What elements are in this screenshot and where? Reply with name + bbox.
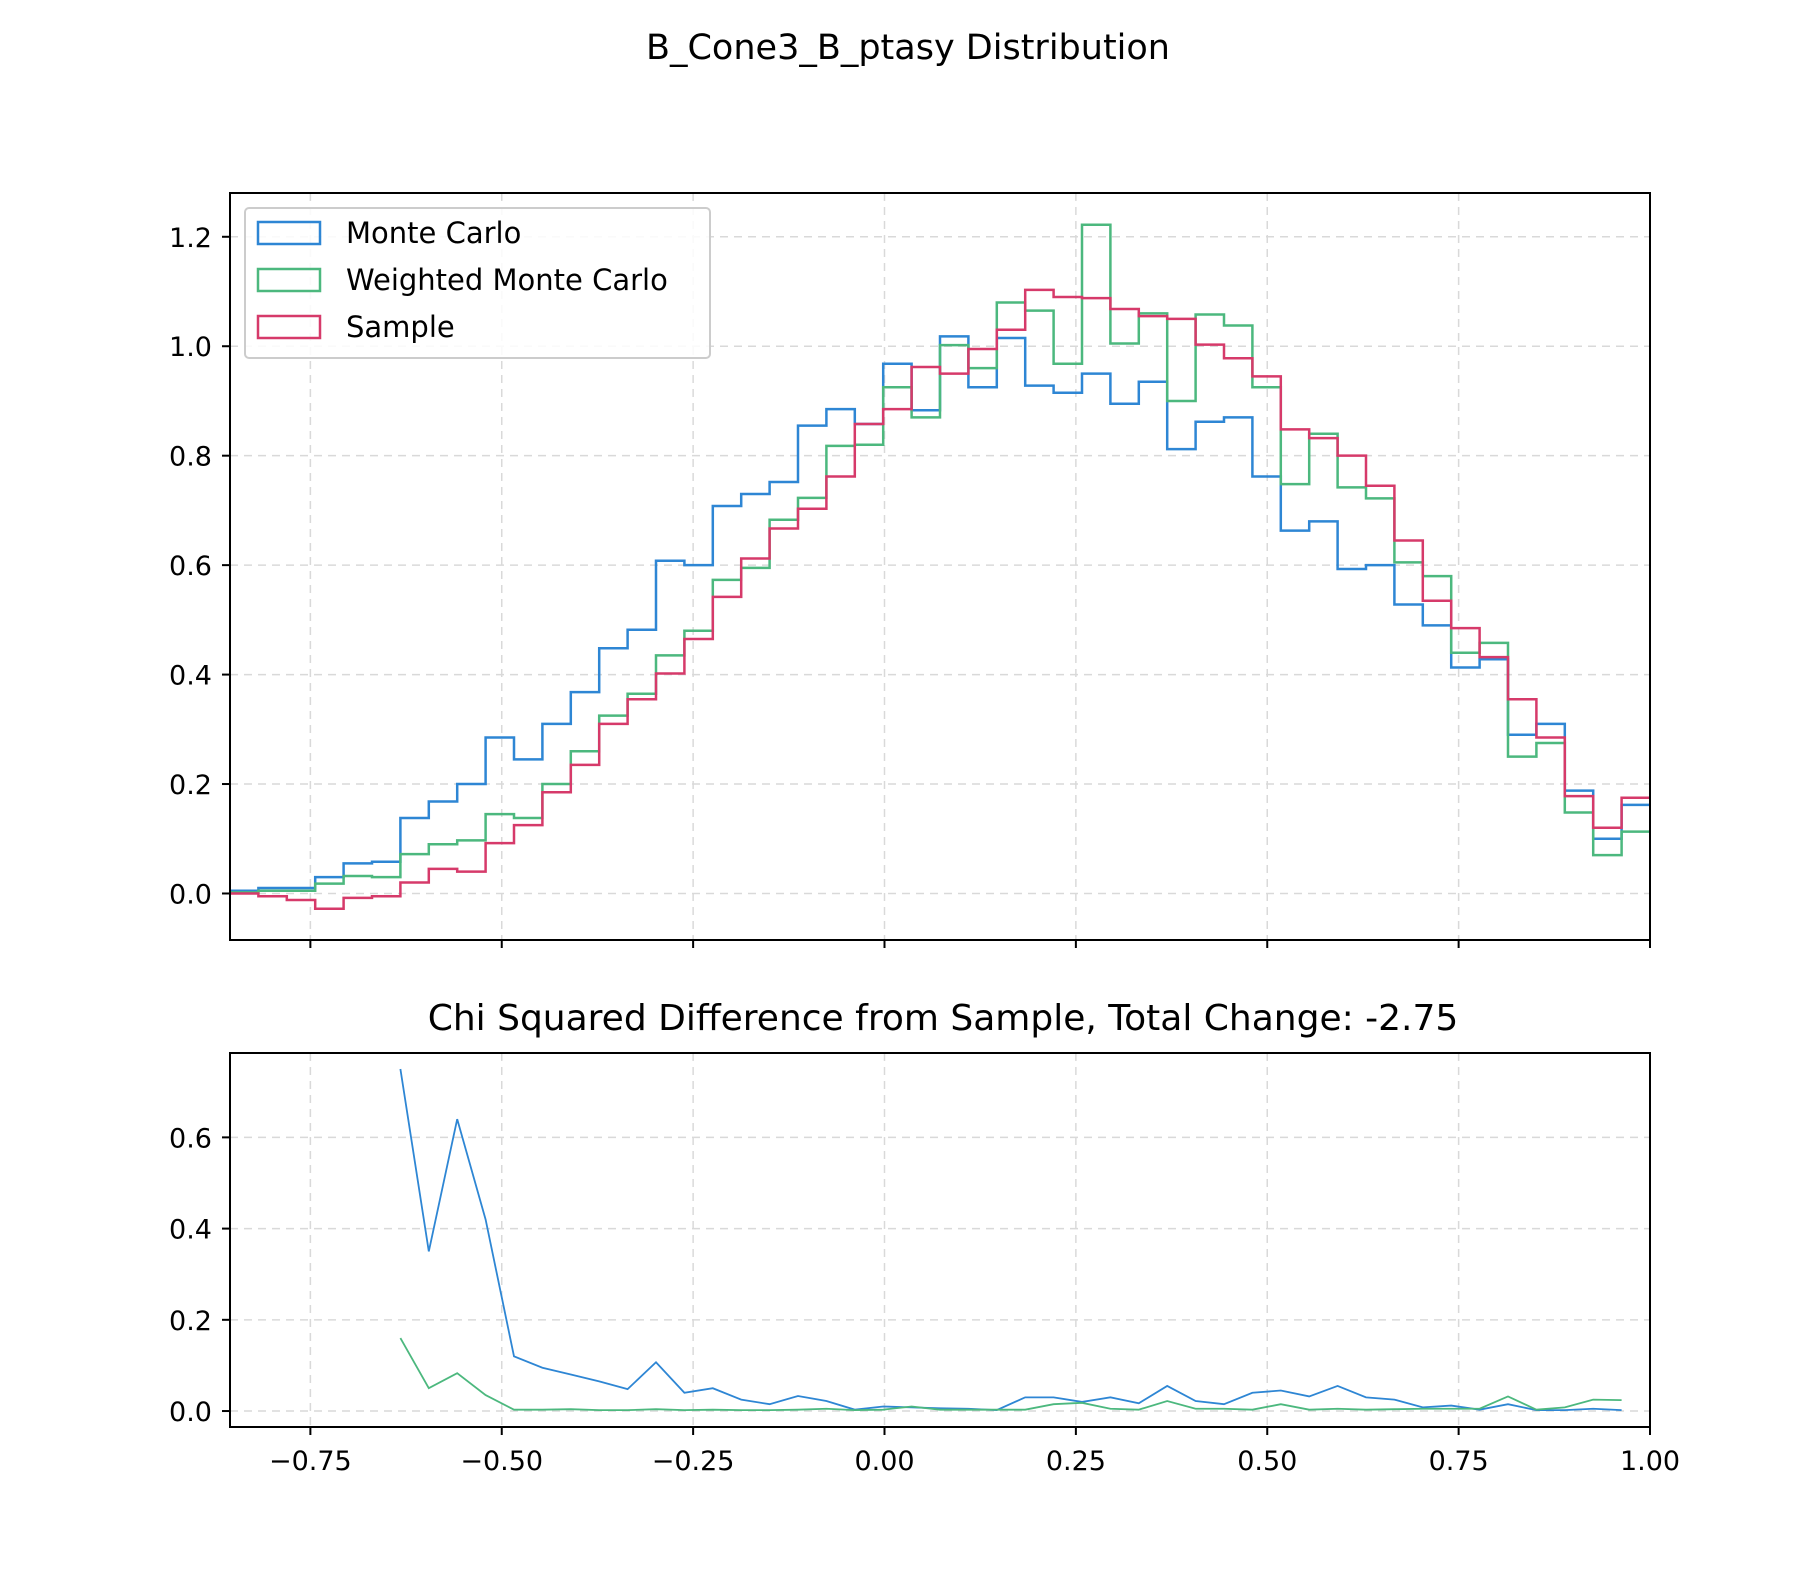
histogram-y-tick-label: 0.0 [169,879,212,910]
chi-squared-frame [229,1052,1651,1428]
chi-squared-x-tick-label: 0.50 [1237,1446,1297,1477]
chi-squared-grid [230,1053,1650,1427]
histogram-x-ticks [309,940,1651,948]
legend-swatch [256,267,322,293]
chi-squared-line-1 [399,1337,1622,1412]
chi-squared-y-tick-label: 0.4 [169,1215,212,1246]
histogram-grid [230,193,1650,940]
chi-squared-y-tick-label: 0.0 [169,1397,212,1428]
histogram-y-tick-label: 0.2 [169,770,212,801]
histogram-y-ticks: 0.0 0.2 0.4 0.6 0.8 1.0 1.2 [169,223,230,910]
chi-squared-y-ticks: 0.0 0.2 0.4 0.6 [169,1123,230,1428]
legend-swatch [256,220,322,246]
legend: Monte Carlo Weighted Monte Carlo Sample [244,207,711,359]
legend-label: Monte Carlo [346,216,521,250]
histogram-axes: 0.0 0.2 0.4 0.6 0.8 1.0 1.2 Monte Carlo Weighte… [169,192,1651,948]
chi-squared-x-tick-label: −0.75 [269,1446,352,1477]
legend-box [244,207,711,359]
chi-squared-x-tick-label: 0.75 [1429,1446,1489,1477]
legend-label: Sample [346,310,455,344]
chi-squared-x-tick-label: 1.00 [1620,1446,1680,1477]
histogram-y-tick-label: 0.8 [169,442,212,473]
chi-squared-x-tick-label: −0.25 [652,1446,735,1477]
figure-title: B_Cone3_B_ptasy Distribution [646,28,1170,68]
chi-squared-x-ticks: −0.75 −0.50 −0.25 0.00 0.25 0.50 0.75 1.00 [269,1427,1680,1477]
chi-squared-axes: −0.75 −0.50 −0.25 0.00 0.25 0.50 0.75 1.00 0.00… [169,1052,1680,1477]
step-line-monte-carlo [230,335,1650,892]
legend-swatch [256,314,322,340]
chi-squared-y-tick-label: 0.6 [169,1123,212,1154]
chi-squared-y-tick-label: 0.2 [169,1306,212,1337]
step-line-sample [230,288,1650,911]
histogram-y-tick-label: 0.6 [169,551,212,582]
step-line-weighted-monte-carlo [230,223,1650,894]
histogram-y-tick-label: 0.4 [169,661,212,692]
histogram-y-tick-label: 1.0 [169,332,212,363]
legend-label: Weighted Monte Carlo [346,263,668,297]
histogram-y-tick-label: 1.2 [169,223,212,254]
chi-squared-x-tick-label: −0.50 [460,1446,543,1477]
histogram-frame [229,192,1651,941]
chi-squared-title: Chi Squared Difference from Sample, Tota… [428,998,1459,1039]
chi-squared-x-tick-label: 0.25 [1046,1446,1106,1477]
chi-squared-line-0 [399,1068,1622,1412]
chi-squared-x-tick-label: 0.00 [854,1446,914,1477]
chi-squared-series [399,1068,1622,1412]
histogram-series [230,223,1650,911]
